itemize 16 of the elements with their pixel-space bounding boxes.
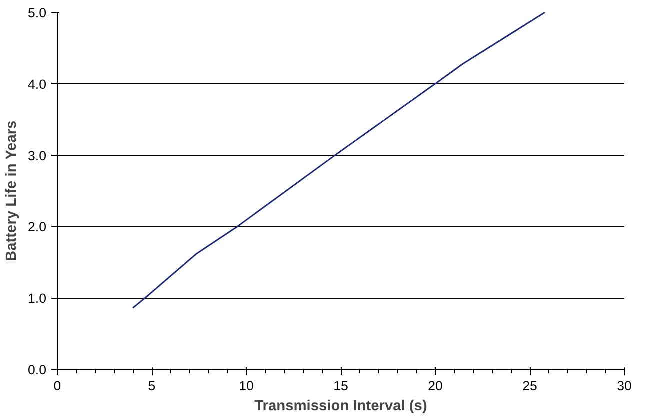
y-tick-label: 4.0 [28,76,47,92]
y-tick-label: 1.0 [28,291,47,306]
x-tick-label: 5 [148,378,156,394]
x-tick-label: 15 [334,378,348,394]
y-tick-label: 2.0 [28,220,47,235]
y-tick-label: 3.0 [28,148,47,164]
x-tick-label: 20 [428,378,443,394]
x-tick-label: 25 [522,378,538,394]
y-tick-label: 0.0 [28,362,47,378]
line-series [132,12,546,309]
x-axis-title: Transmission Interval (s) [254,398,428,414]
x-tick-label: 10 [239,378,254,394]
x-tick-label: 30 [617,378,632,394]
y-axis-title: Battery Life in Years [4,120,20,262]
x-tick-label: 0 [54,378,62,394]
y-tick-label: 5.0 [28,6,47,20]
